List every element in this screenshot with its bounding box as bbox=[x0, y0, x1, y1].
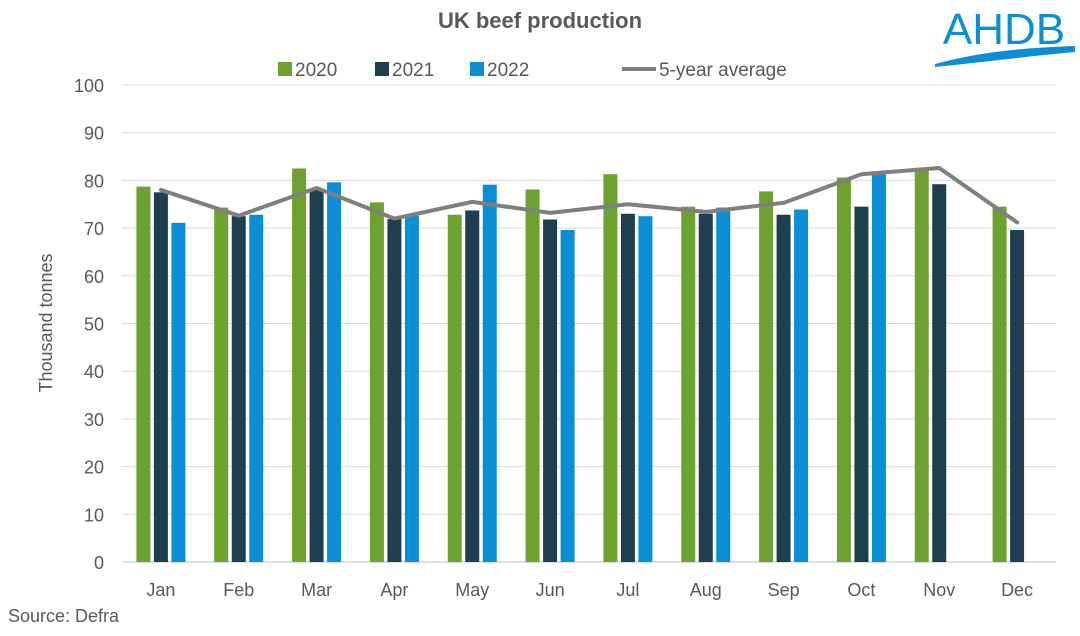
x-tick-label: Mar bbox=[301, 580, 332, 600]
legend-swatch-2021 bbox=[375, 62, 389, 76]
x-tick-label: Sep bbox=[768, 580, 800, 600]
source-note: Source: Defra bbox=[8, 606, 120, 626]
bar-2020-Apr bbox=[369, 202, 384, 563]
bar-2020-Jan bbox=[136, 186, 151, 562]
bar-2022-Mar bbox=[327, 182, 342, 563]
bar-2021-Aug bbox=[698, 213, 713, 563]
y-axis-label: Thousand tonnes bbox=[36, 253, 56, 392]
bar-2021-Jul bbox=[620, 213, 635, 563]
bar-2020-Jul bbox=[603, 174, 618, 562]
y-tick-label: 70 bbox=[84, 219, 104, 239]
x-tick-label: Jul bbox=[616, 580, 639, 600]
legend-swatch-2022 bbox=[470, 62, 484, 76]
bar-2020-Oct bbox=[836, 177, 851, 562]
x-tick-label: Jan bbox=[146, 580, 175, 600]
bar-2021-Mar bbox=[309, 188, 324, 562]
bar-2022-Aug bbox=[716, 207, 731, 563]
x-tick-label: Oct bbox=[847, 580, 875, 600]
bar-2020-Jun bbox=[525, 189, 540, 562]
bar-2020-Sep bbox=[759, 191, 774, 562]
y-tick-label: 90 bbox=[84, 124, 104, 144]
bar-2021-Dec bbox=[1010, 230, 1025, 562]
y-tick-label: 60 bbox=[84, 267, 104, 287]
bar-2021-May bbox=[465, 210, 480, 563]
y-tick-label: 30 bbox=[84, 410, 104, 430]
logo-text: AHDB bbox=[943, 5, 1065, 54]
bar-2020-Aug bbox=[681, 206, 696, 562]
logo-wave-icon bbox=[935, 46, 1075, 67]
bar-2020-Mar bbox=[292, 168, 307, 562]
bar-2022-Jan bbox=[171, 222, 186, 562]
bar-2022-May bbox=[482, 184, 497, 562]
y-tick-label: 50 bbox=[84, 315, 104, 335]
x-tick-label: Aug bbox=[690, 580, 722, 600]
y-tick-label: 40 bbox=[84, 362, 104, 382]
bar-2021-Apr bbox=[387, 219, 402, 563]
x-tick-label: Nov bbox=[923, 580, 955, 600]
legend-swatch-2020 bbox=[278, 62, 292, 76]
bar-2021-Nov bbox=[932, 184, 947, 562]
legend-label: 5-year average bbox=[659, 60, 787, 81]
bar-2022-Oct bbox=[871, 173, 886, 562]
x-tick-label: Dec bbox=[1001, 580, 1033, 600]
ahdb-logo: AHDB bbox=[935, 5, 1075, 67]
legend-label: 2022 bbox=[487, 60, 529, 81]
x-tick-label: May bbox=[455, 580, 489, 600]
bar-2022-Sep bbox=[794, 209, 809, 562]
bar-2021-Jan bbox=[153, 192, 168, 562]
bar-2021-Sep bbox=[776, 214, 791, 562]
x-tick-label: Apr bbox=[380, 580, 408, 600]
y-tick-label: 100 bbox=[74, 76, 104, 96]
legend-label: 2021 bbox=[392, 60, 434, 81]
bar-2020-Feb bbox=[214, 207, 229, 563]
bar-2022-Jul bbox=[638, 216, 653, 563]
x-tick-label: Jun bbox=[536, 580, 565, 600]
bar-2022-Jun bbox=[560, 230, 575, 562]
y-tick-label: 80 bbox=[84, 171, 104, 191]
bar-2020-Dec bbox=[992, 206, 1007, 562]
chart-title: UK beef production bbox=[438, 8, 642, 33]
y-tick-label: 0 bbox=[94, 553, 104, 573]
bar-2021-Oct bbox=[854, 206, 869, 562]
bar-2020-Nov bbox=[914, 170, 929, 563]
bar-2021-Feb bbox=[231, 216, 246, 563]
y-tick-label: 20 bbox=[84, 458, 104, 478]
y-tick-label: 10 bbox=[84, 505, 104, 525]
line-series-average bbox=[158, 165, 1020, 225]
bar-2020-May bbox=[447, 214, 462, 562]
bar-2021-Jun bbox=[543, 219, 558, 562]
bar-2022-Apr bbox=[404, 215, 419, 562]
bar-2022-Feb bbox=[249, 214, 264, 562]
legend-label: 2020 bbox=[295, 60, 337, 81]
x-tick-label: Feb bbox=[223, 580, 254, 600]
